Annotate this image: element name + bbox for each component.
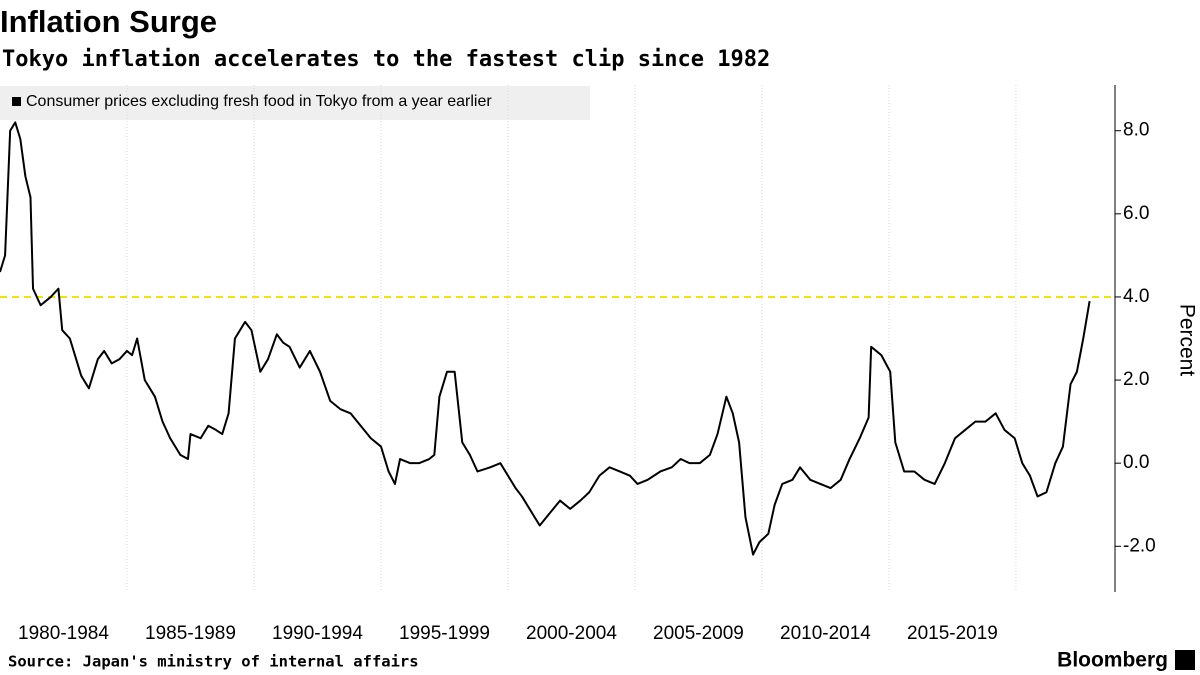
y-tick-label: -2.0 bbox=[1123, 535, 1156, 556]
y-tick-label: 4.0 bbox=[1123, 286, 1149, 307]
y-tick-label: 0.0 bbox=[1123, 452, 1149, 473]
x-tick-label: 1990-1994 bbox=[272, 623, 363, 644]
chart-subtitle: Tokyo inflation accelerates to the faste… bbox=[2, 47, 770, 72]
legend-label: Consumer prices excluding fresh food in … bbox=[26, 93, 492, 110]
x-tick-label: 2005-2009 bbox=[653, 623, 744, 644]
legend-box bbox=[0, 86, 590, 120]
data-line bbox=[0, 121, 1091, 556]
x-tick-label: 1995-1999 bbox=[399, 623, 490, 644]
y-axis-label: Percent bbox=[1175, 304, 1198, 377]
legend-swatch bbox=[12, 97, 21, 106]
y-tick-label: 2.0 bbox=[1123, 369, 1149, 390]
x-tick-label: 1985-1989 bbox=[145, 623, 236, 644]
y-tick-label: 6.0 bbox=[1123, 203, 1149, 224]
source: Source: Japan's ministry of internal aff… bbox=[8, 653, 419, 671]
x-tick-label: 1980-1984 bbox=[18, 623, 109, 644]
x-tick-label: 2000-2004 bbox=[526, 623, 617, 644]
brand: Bloomberg bbox=[1057, 649, 1168, 672]
chart-title: Inflation Surge bbox=[0, 4, 217, 39]
brand-icon bbox=[1175, 650, 1195, 670]
y-tick-label: 8.0 bbox=[1123, 120, 1149, 141]
x-tick-label: 2015-2019 bbox=[907, 623, 998, 644]
x-tick-label: 2010-2014 bbox=[780, 623, 871, 644]
